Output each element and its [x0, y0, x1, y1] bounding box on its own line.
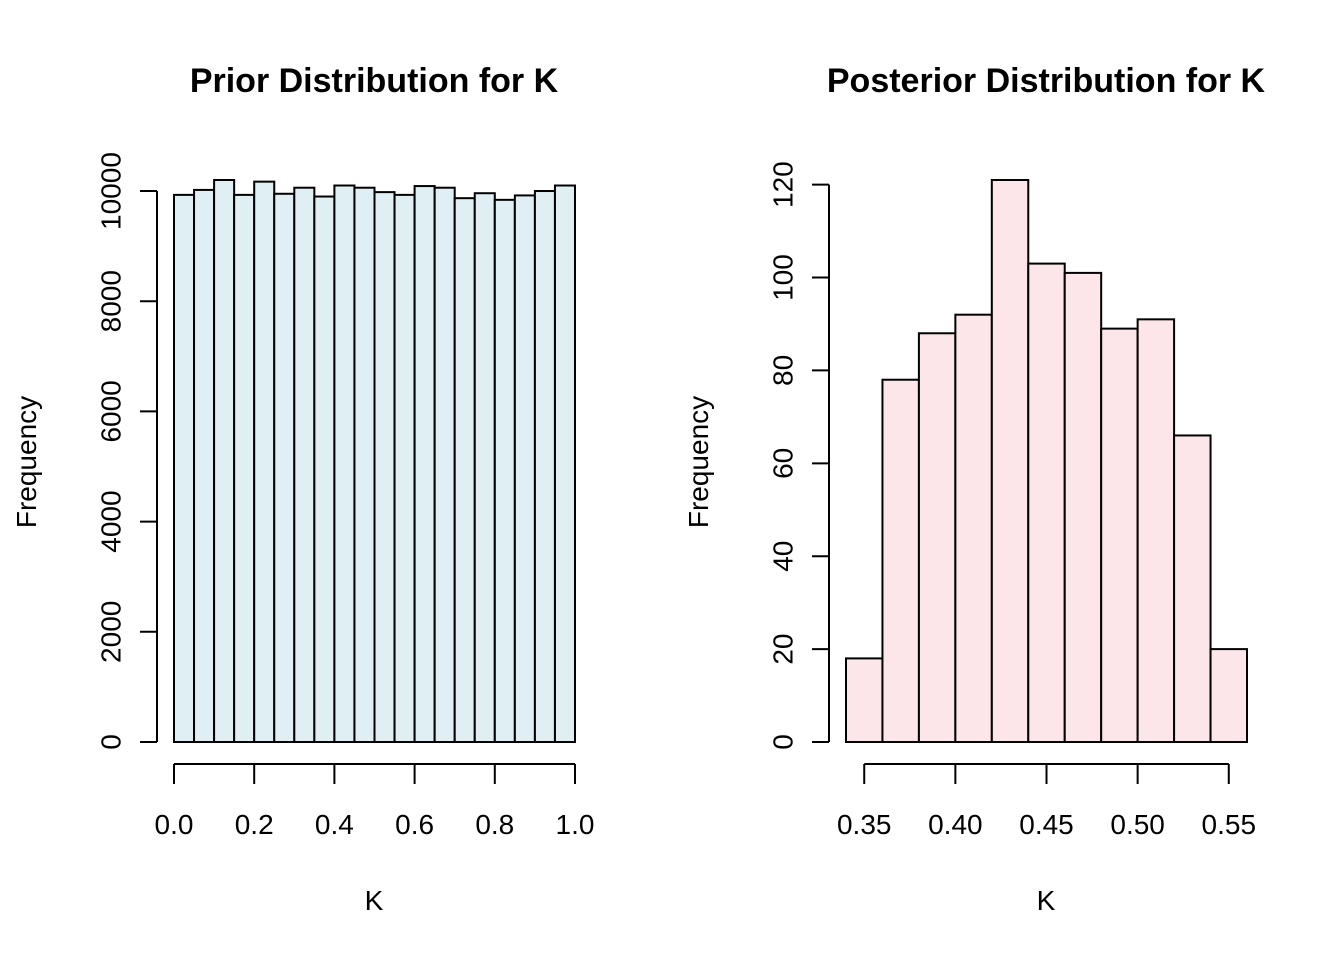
prior-y-tick-label: 4000 — [96, 490, 127, 552]
prior-bar — [273, 192, 296, 743]
posterior-bar — [1136, 318, 1176, 743]
posterior-bars — [845, 179, 1248, 743]
posterior-bar — [1209, 648, 1248, 743]
prior-bar — [473, 192, 496, 744]
prior-bar — [293, 186, 316, 743]
prior-x-tick-label: 0.6 — [395, 809, 434, 840]
posterior-bar — [1100, 327, 1139, 743]
prior-y-tick-label: 6000 — [96, 380, 127, 442]
posterior-x-tick-label: 0.35 — [837, 809, 892, 840]
prior-y-axis-label: Frequency — [11, 396, 42, 528]
posterior-bar — [1173, 434, 1212, 743]
posterior-x-tick-label: 0.45 — [1019, 809, 1074, 840]
posterior-bar — [917, 332, 957, 743]
prior-y-tick-label: 10000 — [96, 152, 127, 230]
posterior-bar — [1063, 271, 1103, 743]
prior-y-tick-label: 2000 — [96, 601, 127, 663]
prior-bar — [533, 190, 556, 744]
prior-bar — [513, 194, 536, 744]
posterior-y-tick-label: 100 — [768, 254, 799, 301]
posterior-x-axis-label: K — [1037, 885, 1056, 916]
posterior-y-tick-label: 60 — [768, 448, 799, 479]
prior-bar — [233, 193, 256, 743]
posterior-y-tick-label: 80 — [768, 355, 799, 386]
prior-x-tick-label: 0.2 — [235, 809, 274, 840]
prior-histogram-panel: Prior Distribution for K 0 2000 4000 6000 80… — [11, 62, 594, 916]
posterior-x-tick-label: 0.55 — [1202, 809, 1257, 840]
posterior-chart-title: Posterior Distribution for K — [827, 62, 1266, 100]
prior-bar — [413, 185, 436, 743]
posterior-x-axis: 0.35 0.40 0.45 0.50 0.55 — [837, 763, 1257, 840]
prior-x-tick-label: 0.8 — [475, 809, 514, 840]
posterior-x-tick-label: 0.40 — [928, 809, 983, 840]
prior-y-axis: 0 2000 4000 6000 8000 10000 — [96, 152, 158, 750]
posterior-bar — [954, 313, 993, 743]
prior-bar — [553, 184, 577, 743]
prior-bar — [253, 180, 276, 743]
prior-bar — [193, 188, 216, 743]
posterior-y-tick-label: 0 — [768, 734, 799, 750]
posterior-histogram-panel: Posterior Distribution for K 0 20 40 60 80 10… — [683, 62, 1266, 916]
prior-bar — [453, 197, 476, 743]
prior-bar — [373, 191, 396, 743]
prior-x-tick-label: 1.0 — [556, 809, 595, 840]
posterior-y-axis-label: Frequency — [683, 396, 714, 528]
prior-bar — [353, 186, 376, 743]
prior-bar — [433, 186, 456, 743]
prior-bar — [173, 193, 196, 743]
posterior-y-tick-label: 20 — [768, 634, 799, 665]
posterior-x-tick-label: 0.50 — [1110, 809, 1165, 840]
posterior-bar — [1027, 262, 1066, 743]
posterior-y-axis: 0 20 40 60 80 100 120 — [768, 161, 830, 750]
posterior-y-tick-label: 120 — [768, 161, 799, 208]
prior-bars — [173, 179, 577, 744]
posterior-bar — [881, 378, 920, 743]
posterior-bar — [845, 657, 884, 743]
posterior-y-tick-label: 40 — [768, 541, 799, 572]
prior-bar — [393, 193, 416, 743]
prior-bar — [333, 184, 356, 743]
prior-x-axis-label: K — [365, 885, 384, 916]
prior-x-axis: 0.0 0.2 0.4 0.6 0.8 1.0 — [155, 763, 595, 840]
prior-y-tick-label: 8000 — [96, 270, 127, 332]
prior-x-tick-label: 0.4 — [315, 809, 354, 840]
prior-bar — [213, 179, 236, 743]
prior-y-tick-label: 0 — [96, 734, 127, 750]
prior-chart-title: Prior Distribution for K — [190, 62, 559, 100]
prior-x-tick-label: 0.0 — [155, 809, 194, 840]
posterior-bar — [990, 179, 1030, 743]
prior-bar — [313, 195, 336, 743]
prior-bar — [493, 198, 516, 744]
